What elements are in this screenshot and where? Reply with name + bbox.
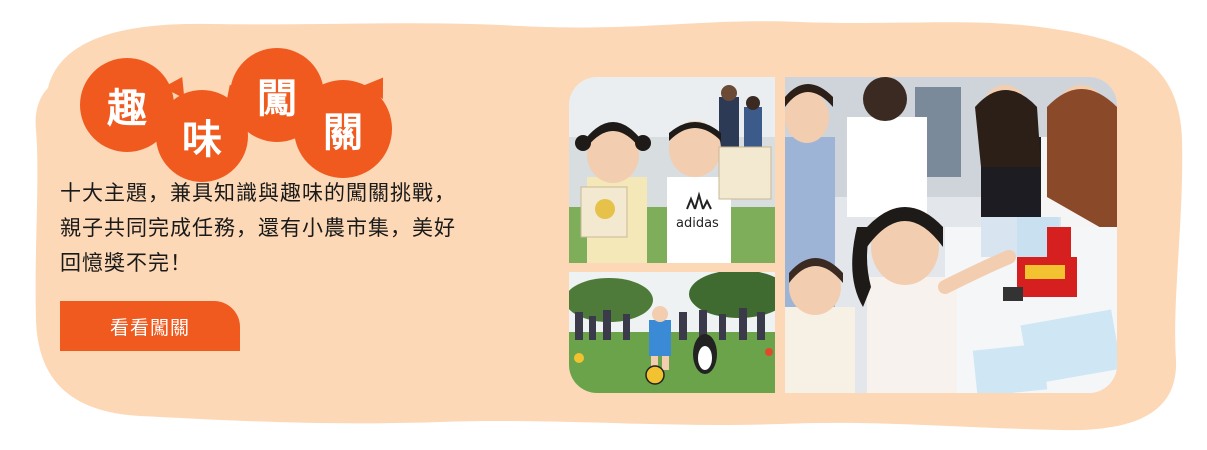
photo-girl-at-activity-table xyxy=(785,77,1117,393)
description-line: 十大主題，兼具知識與趣味的闖關挑戰， xyxy=(60,181,456,205)
page-title: 趣 味 闖 關 xyxy=(70,40,400,182)
view-challenges-button[interactable]: 看看闖關 xyxy=(60,301,240,351)
description-line: 親子共同完成任務，還有小農市集，美好 xyxy=(60,216,456,240)
photo-kids-with-booklets: adidas xyxy=(569,77,775,263)
shirt-logo-text: adidas xyxy=(676,216,719,231)
description: 十大主題，兼具知識與趣味的闖關挑戰， 親子共同完成任務，還有小農市集，美好 回憶… xyxy=(60,176,530,281)
title-char-4: 關 xyxy=(294,80,392,178)
description-line: 回憶獎不完！ xyxy=(60,251,192,275)
photo-kids-kicking-balls xyxy=(569,272,775,393)
